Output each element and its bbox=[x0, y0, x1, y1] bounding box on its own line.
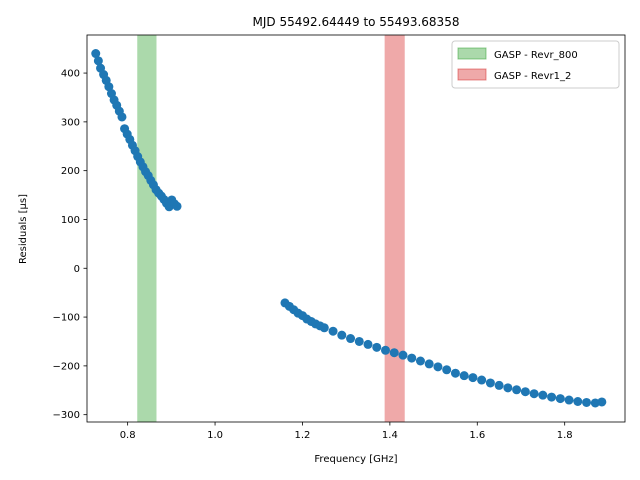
data-point bbox=[564, 395, 574, 405]
data-point bbox=[328, 326, 338, 336]
data-point bbox=[424, 359, 434, 369]
data-point bbox=[582, 397, 592, 407]
data-point bbox=[538, 390, 548, 400]
data-point bbox=[468, 373, 478, 383]
y-tick-label: 200 bbox=[61, 166, 80, 177]
x-tick-label: 1.0 bbox=[207, 430, 223, 441]
data-point bbox=[93, 56, 103, 66]
data-point bbox=[597, 397, 607, 407]
data-point bbox=[433, 362, 443, 372]
legend: GASP - Revr_800 GASP - Revr1_2 bbox=[451, 40, 620, 89]
data-point bbox=[520, 387, 530, 397]
data-point bbox=[346, 334, 356, 344]
legend-label: GASP - Revr_800 bbox=[494, 50, 578, 61]
data-point bbox=[389, 348, 399, 358]
data-point bbox=[91, 49, 101, 59]
data-point bbox=[117, 112, 127, 122]
y-axis-label: Residuals [μs] bbox=[18, 194, 29, 264]
y-tick-label: 300 bbox=[61, 117, 80, 128]
legend-swatch bbox=[457, 47, 487, 60]
data-point bbox=[407, 353, 417, 363]
x-axis-label: Frequency [GHz] bbox=[314, 454, 397, 465]
data-point bbox=[398, 350, 408, 360]
band-1 bbox=[137, 35, 157, 422]
band-2 bbox=[384, 35, 405, 422]
data-point bbox=[450, 368, 460, 378]
data-point bbox=[337, 330, 347, 340]
data-point bbox=[381, 345, 391, 355]
data-point bbox=[372, 342, 382, 352]
data-point bbox=[529, 389, 539, 399]
legend-box bbox=[451, 40, 620, 89]
data-point bbox=[573, 397, 583, 407]
chart-title: MJD 55492.64449 to 55493.68358 bbox=[253, 15, 460, 29]
data-point bbox=[415, 356, 425, 366]
axes-frame bbox=[86, 34, 626, 423]
y-tick-label: 0 bbox=[74, 264, 80, 275]
data-point bbox=[442, 365, 452, 375]
y-tick-label: 100 bbox=[61, 215, 80, 226]
y-tick-label: −100 bbox=[53, 313, 80, 324]
legend-swatch bbox=[457, 68, 487, 81]
data-point bbox=[512, 385, 522, 395]
data-point bbox=[363, 339, 373, 349]
x-tick-label: 0.8 bbox=[120, 430, 136, 441]
x-tick-label: 1.6 bbox=[469, 430, 485, 441]
x-tick-label: 1.8 bbox=[557, 430, 573, 441]
data-point bbox=[555, 394, 565, 404]
data-point bbox=[494, 380, 504, 390]
y-tick-label: −200 bbox=[53, 361, 80, 372]
y-tick-label: 400 bbox=[61, 69, 80, 80]
data-point bbox=[459, 371, 469, 381]
y-tick-label: −300 bbox=[53, 410, 80, 421]
plot-area: 0.8 1.0 1.2 1.4 1.6 1.8 −300 −200 −100 0 100 200 300… bbox=[53, 34, 626, 441]
legend-label: GASP - Revr1_2 bbox=[494, 71, 571, 82]
data-point bbox=[477, 375, 487, 385]
x-tick-label: 1.4 bbox=[382, 430, 398, 441]
data-point bbox=[547, 392, 557, 402]
x-tick-label: 1.2 bbox=[295, 430, 311, 441]
data-point bbox=[319, 323, 329, 333]
data-point bbox=[354, 336, 364, 346]
data-point bbox=[104, 82, 114, 92]
data-point bbox=[172, 201, 182, 211]
data-point bbox=[485, 378, 495, 388]
data-point bbox=[503, 383, 513, 393]
